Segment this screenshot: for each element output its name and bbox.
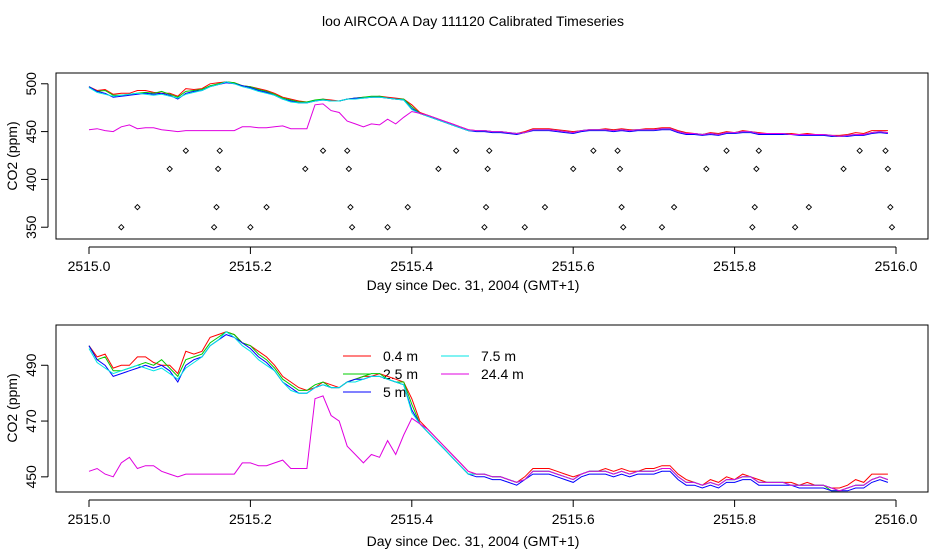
status-point xyxy=(384,223,391,231)
bottom-x-tick-label: 2515.0 xyxy=(68,511,111,527)
legend-label-7-5-mm: 7.5 m xyxy=(481,348,516,364)
legend-label-24-4-mm: 24.4 m xyxy=(481,366,524,382)
status-point xyxy=(805,203,813,211)
status-point xyxy=(118,223,125,231)
bottom-x-tick-label: 2515.6 xyxy=(552,511,595,527)
top-y-tick-label: 400 xyxy=(23,168,39,192)
top-plot-frame xyxy=(55,72,929,240)
status-point xyxy=(482,203,490,211)
status-point xyxy=(319,147,327,154)
status-point xyxy=(590,147,597,154)
status-point xyxy=(166,165,173,173)
status-point xyxy=(216,147,223,154)
legend-label-5-mm: 5 m xyxy=(383,384,406,400)
top-x-tick-label: 2515.4 xyxy=(390,258,433,274)
bottom-x-tick-label: 2515.8 xyxy=(713,511,756,527)
figure-title: loo AIRCOA A Day 111120 Calibrated Times… xyxy=(322,13,624,29)
status-point xyxy=(486,147,493,154)
bottom-series-line-24-4-mm xyxy=(88,395,889,492)
bottom-y-tick-label: 470 xyxy=(23,409,39,433)
status-point xyxy=(214,165,222,173)
status-point xyxy=(723,147,730,154)
status-point xyxy=(888,223,896,231)
status-point xyxy=(247,223,254,231)
status-point xyxy=(481,223,488,231)
status-point xyxy=(658,223,666,231)
status-point xyxy=(302,165,309,173)
status-point xyxy=(569,165,577,173)
top-y-tick-label: 450 xyxy=(23,120,39,144)
bottom-x-tick-label: 2515.2 xyxy=(229,511,272,527)
status-point xyxy=(210,223,218,231)
top-x-tick-label: 2516.0 xyxy=(875,258,918,274)
bottom-x-axis-label: Day since Dec. 31, 2004 (GMT+1) xyxy=(367,533,580,549)
status-point xyxy=(840,165,847,173)
status-point xyxy=(344,147,351,154)
top-panel: Day since Dec. 31, 2004 (GMT+1) CO2 (ppm… xyxy=(4,72,929,293)
legend-label-0-4-mm: 0.4 m xyxy=(383,348,418,364)
status-point xyxy=(348,223,356,231)
legend: 0.4 m2.5 m5 m7.5 m24.4 m xyxy=(343,348,524,400)
status-point xyxy=(182,147,190,154)
bottom-x-tick-label: 2516.0 xyxy=(875,511,918,527)
top-y-tick-label: 350 xyxy=(23,215,39,239)
bottom-y-tick-label: 450 xyxy=(23,465,39,489)
status-point xyxy=(856,147,863,154)
bottom-x-tick-label: 2515.4 xyxy=(390,511,433,527)
status-point xyxy=(435,165,442,173)
status-point xyxy=(887,203,894,211)
status-point xyxy=(670,203,678,211)
bottom-plot-frame xyxy=(55,324,929,493)
top-x-tick-label: 2515.0 xyxy=(68,258,111,274)
status-point xyxy=(619,223,627,231)
status-point xyxy=(134,203,141,211)
status-point xyxy=(404,203,412,211)
status-point xyxy=(751,203,759,211)
status-point xyxy=(749,223,756,231)
status-point xyxy=(614,147,621,154)
bottom-y-tick-label: 490 xyxy=(23,353,39,377)
bottom-panel: Day since Dec. 31, 2004 (GMT+1) CO2 (ppm… xyxy=(4,324,929,549)
status-point xyxy=(755,147,763,154)
status-point xyxy=(703,165,710,173)
status-point xyxy=(263,203,270,211)
status-point xyxy=(521,223,529,231)
status-point xyxy=(618,203,625,211)
top-x-tick-label: 2515.8 xyxy=(713,258,756,274)
top-y-axis-label: CO2 (ppm) xyxy=(4,121,20,190)
status-point xyxy=(541,203,549,211)
status-point xyxy=(882,147,889,154)
top-x-tick-label: 2515.2 xyxy=(229,258,272,274)
status-point xyxy=(753,165,760,173)
bottom-series-line-5-mm xyxy=(88,334,889,492)
bottom-y-axis-label: CO2 (ppm) xyxy=(4,373,20,442)
status-point xyxy=(452,147,460,154)
status-point xyxy=(213,203,220,211)
top-x-tick-label: 2515.6 xyxy=(552,258,595,274)
status-point xyxy=(884,165,892,173)
top-y-tick-label: 500 xyxy=(23,72,39,96)
status-point xyxy=(791,223,799,231)
top-series-line-24-4-mm xyxy=(88,103,888,137)
status-point xyxy=(484,165,491,173)
status-point xyxy=(616,165,624,173)
status-point xyxy=(347,203,354,211)
top-x-axis-label: Day since Dec. 31, 2004 (GMT+1) xyxy=(367,277,580,293)
status-point xyxy=(345,165,353,173)
